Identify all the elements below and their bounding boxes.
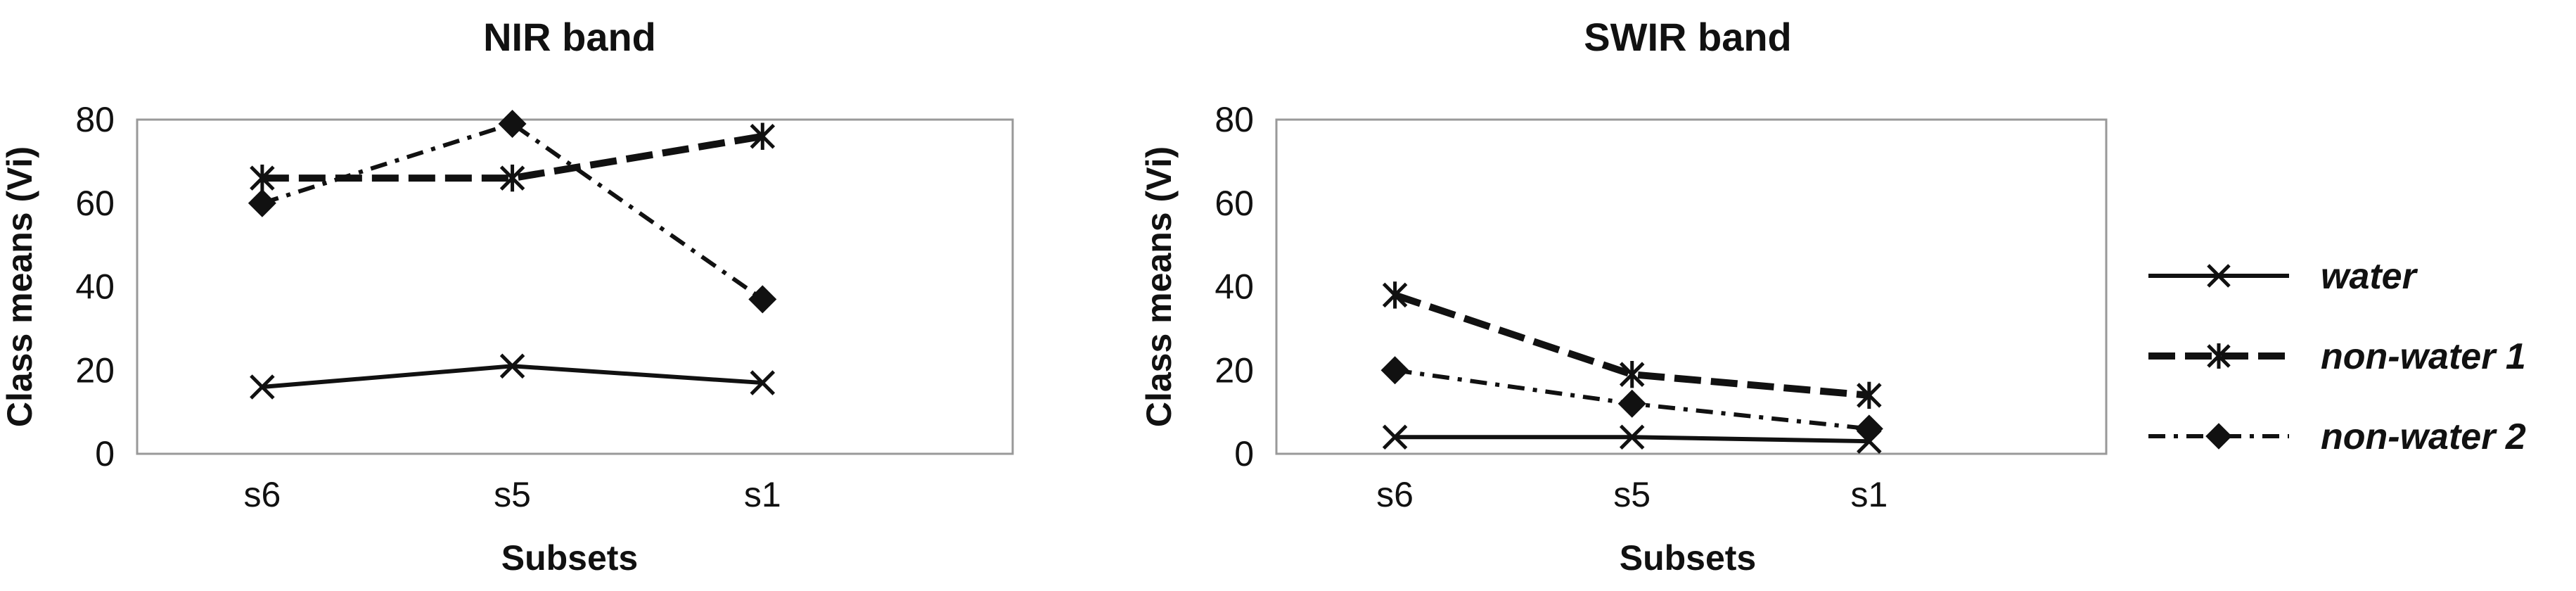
swir-plot-frame	[1275, 118, 2108, 455]
swir-y-axis-title: Class means (Vi)	[1139, 146, 1179, 427]
swir-point-non-water-2-s5	[1617, 389, 1646, 418]
nir-point-non-water-2-s5-shape	[498, 109, 527, 138]
nir-point-water-s5	[499, 353, 525, 379]
swir-x-axis-title: Subsets	[1620, 538, 1757, 578]
nir-y-tick-label: 80	[75, 100, 115, 139]
swir-x-tick-label: s5	[1613, 475, 1651, 514]
swir-series-line-non-water-1	[1393, 291, 1870, 399]
nir-series-line-non-water-2	[261, 121, 764, 301]
nir-point-non-water-2-s6	[248, 189, 276, 217]
swir-point-non-water-2-s1	[1854, 414, 1883, 443]
nir-series-line-water	[262, 364, 763, 389]
nir-x-tick-label: s6	[243, 475, 281, 514]
legend-label-non-water-2: non-water 2	[2321, 417, 2526, 457]
swir-point-non-water-2-s6-shape	[1380, 356, 1409, 385]
swir-point-non-water-2-s5-shape	[1617, 389, 1646, 418]
swir-point-non-water-2-s6	[1380, 356, 1409, 385]
swir-point-non-water-1-s5	[1619, 360, 1645, 388]
legend-x-icon-stroke	[2207, 264, 2231, 288]
nir-y-tick-label: 0	[95, 434, 115, 474]
nir-point-non-water-2-s1	[748, 285, 777, 314]
swir-point-non-water-1-s6	[1382, 281, 1408, 309]
nir-point-water-s6-stroke	[250, 374, 275, 400]
nir-point-non-water-2-s1-shape	[748, 285, 777, 314]
swir-point-non-water-1-s1	[1857, 381, 1882, 409]
legend-label-water: water	[2321, 256, 2418, 297]
nir-y-axis-title: Class means (Vi)	[0, 146, 39, 427]
swir-point-water-s6	[1382, 424, 1408, 450]
swir-x-tick-label: s6	[1376, 475, 1414, 514]
nir-point-water-s1	[750, 370, 776, 395]
nir-y-tick-label: 40	[75, 267, 115, 307]
nir-point-non-water-1-s5	[499, 164, 525, 192]
nir-chart-title: NIR band	[483, 15, 656, 59]
swir-point-water-s6-stroke	[1382, 424, 1408, 450]
legend-x-icon	[2207, 264, 2231, 288]
nir-y-tick-label: 60	[75, 184, 115, 223]
nir-point-non-water-2-s6-shape	[248, 189, 276, 217]
nir-y-tick-label: 20	[75, 350, 115, 390]
nir-point-water-s5-stroke	[499, 353, 525, 379]
legend-label-non-water-1: non-water 1	[2321, 336, 2526, 377]
nir-x-tick-label: s5	[494, 475, 531, 514]
nir-point-water-s1-stroke	[750, 370, 776, 395]
nir-point-water-s6	[250, 374, 275, 400]
swir-x-tick-label: s1	[1850, 475, 1888, 514]
swir-y-tick-label: 0	[1234, 434, 1254, 474]
legend-asterisk-icon	[2207, 343, 2231, 369]
swir-y-tick-label: 80	[1215, 100, 1254, 139]
swir-y-tick-label: 40	[1215, 267, 1254, 307]
nir-point-non-water-1-s1	[750, 122, 776, 150]
swir-y-tick-label: 20	[1215, 350, 1254, 390]
nir-point-non-water-2-s5	[498, 109, 527, 138]
legend-diamond-icon-shape	[2205, 423, 2232, 450]
nir-x-axis-title: Subsets	[501, 538, 639, 578]
legend-diamond-icon	[2205, 423, 2232, 450]
swir-chart-title: SWIR band	[1584, 15, 1792, 59]
nir-plot-frame	[136, 118, 1014, 455]
swir-point-water-s5-stroke	[1619, 424, 1645, 450]
nir-x-tick-label: s1	[744, 475, 781, 514]
swir-y-tick-label: 60	[1215, 184, 1254, 223]
swir-point-water-s5	[1619, 424, 1645, 450]
nir-point-non-water-1-s6	[250, 164, 275, 192]
swir-point-non-water-2-s1-shape	[1854, 414, 1883, 443]
